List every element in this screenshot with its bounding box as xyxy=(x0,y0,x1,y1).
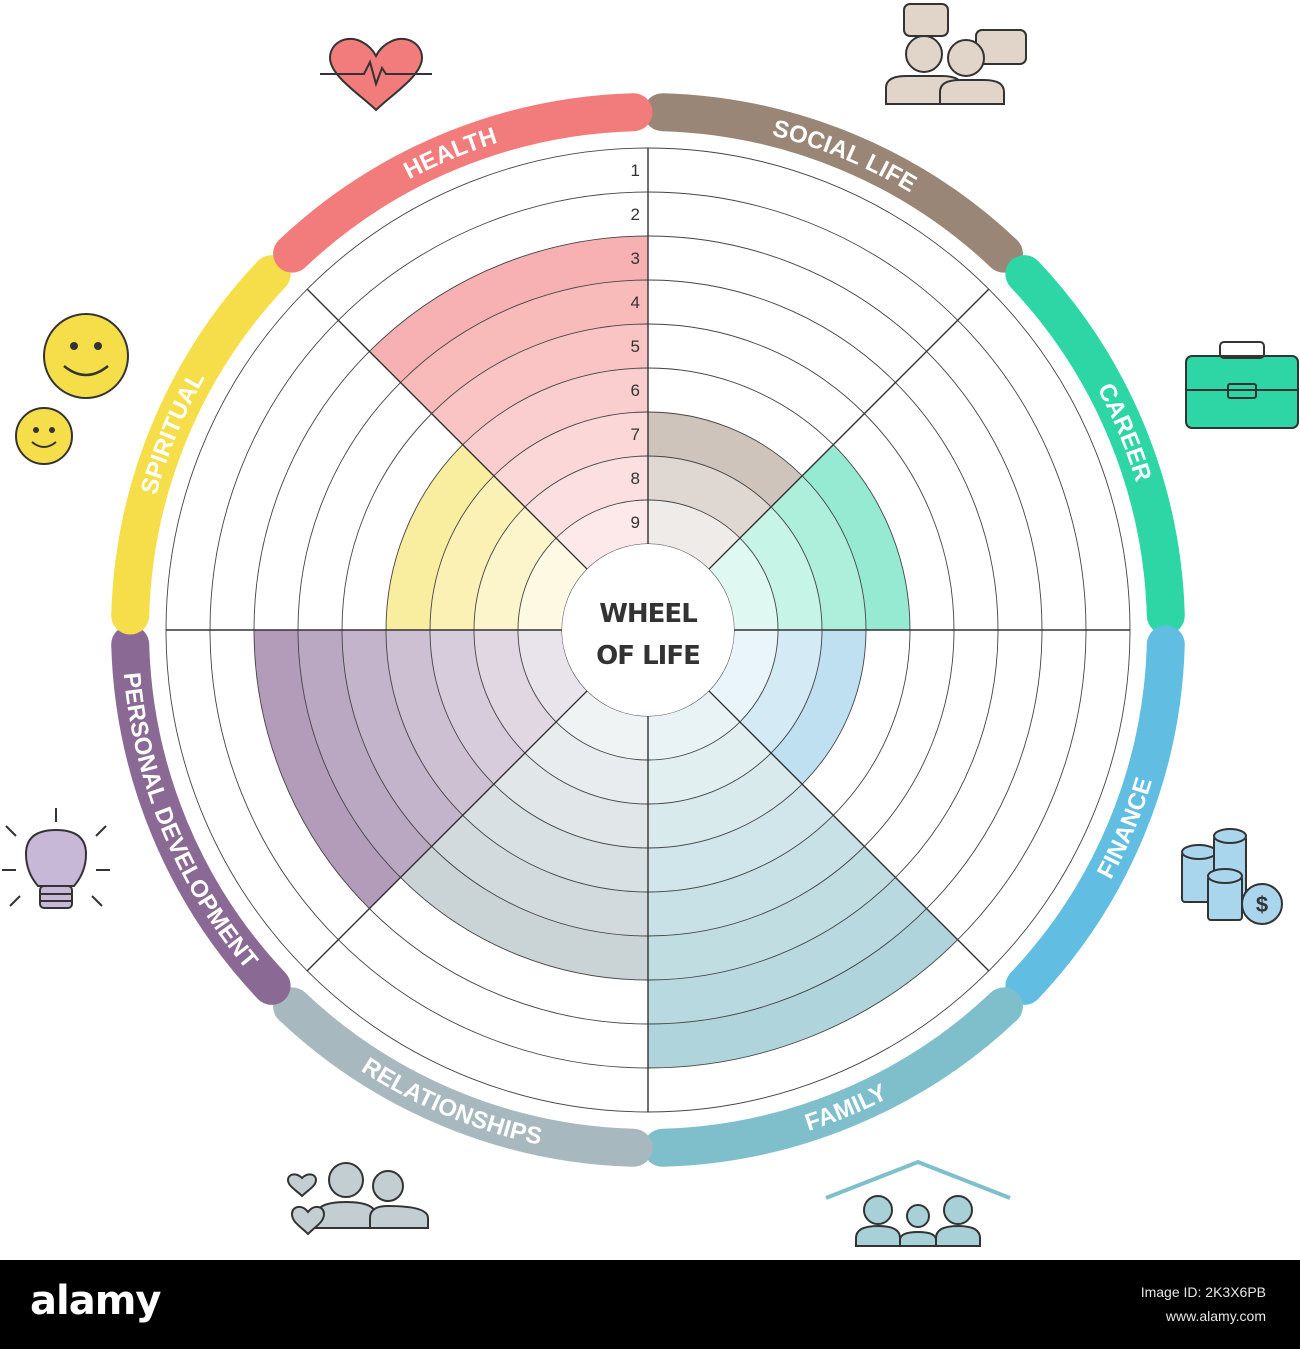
briefcase-icon xyxy=(1185,341,1299,429)
category-label-relationships: RELATIONSHIPS xyxy=(357,1053,545,1151)
scale-number: 7 xyxy=(631,425,640,444)
category-band-career[interactable] xyxy=(1005,255,1185,635)
segment-fill-social-life xyxy=(648,412,803,507)
stock-footer: alamy Image ID: 2K3X6PB www.alamy.com xyxy=(0,1260,1300,1349)
segment-fill-health xyxy=(462,368,648,476)
segment-fill-relationships xyxy=(493,753,648,848)
segment-fill-family xyxy=(648,846,896,980)
image-id: Image ID: 2K3X6PB xyxy=(1140,1284,1266,1300)
center-badge: WHEEL OF LIFE xyxy=(562,544,734,716)
segment-fill-social-life xyxy=(648,456,772,539)
segment-fill-family xyxy=(648,877,927,1024)
segment-fill-health xyxy=(400,280,648,414)
segment-fill-spiritual xyxy=(430,475,525,630)
category-band-finance[interactable] xyxy=(1005,625,1185,1005)
segment-fill-spiritual xyxy=(474,506,557,630)
scale-number: 9 xyxy=(631,513,640,532)
segment-fill-personal-development xyxy=(474,630,557,754)
segment-divider xyxy=(306,690,588,972)
segment-fill-personal-development xyxy=(430,630,525,785)
scale-number: 1 xyxy=(631,161,640,180)
segment-fills xyxy=(254,236,958,1068)
center-title-line2: OF LIFE xyxy=(596,641,700,671)
family-house-icon xyxy=(825,1159,1011,1247)
segment-fill-career xyxy=(708,538,778,630)
segment-divider xyxy=(306,288,588,570)
wheel-of-life-diagram: SOCIAL LIFECAREERFINANCEFAMILYRELATIONSH… xyxy=(2,3,1299,1247)
segment-fill-relationships xyxy=(400,846,648,980)
segment-fill-finance xyxy=(771,630,866,785)
category-band-personal-development[interactable] xyxy=(111,625,291,1005)
segment-fill-finance xyxy=(708,630,778,722)
segment-fill-family xyxy=(648,690,740,760)
site-url[interactable]: www.alamy.com xyxy=(1165,1308,1266,1324)
segment-fill-personal-development xyxy=(518,630,588,722)
category-band-social-life[interactable] xyxy=(643,93,1023,273)
segment-fill-personal-development xyxy=(342,630,463,847)
segment-fill-family xyxy=(648,753,803,848)
couple-hearts-icon xyxy=(286,1162,429,1236)
segment-fill-career xyxy=(771,475,866,630)
people-chat-icon xyxy=(885,3,1027,105)
segment-fill-health xyxy=(493,412,648,507)
category-band-relationships[interactable] xyxy=(273,987,653,1167)
scale-number: 3 xyxy=(631,249,640,268)
smiley-faces-icon xyxy=(15,313,129,465)
image-info: Image ID: 2K3X6PB www.alamy.com xyxy=(1141,1280,1266,1328)
scale-number: 5 xyxy=(631,337,640,356)
score-scale: 1 2 3 4 5 6 7 8 9 xyxy=(631,161,640,532)
segment-fill-career xyxy=(739,506,822,630)
segment-fill-family xyxy=(648,721,772,804)
segment-fill-family xyxy=(648,784,834,892)
category-band-spiritual[interactable] xyxy=(111,255,291,635)
segment-fill-health xyxy=(431,324,648,445)
segment-fill-social-life xyxy=(648,500,740,570)
segment-fill-career xyxy=(802,444,910,630)
segment-fill-personal-development xyxy=(254,630,401,909)
segment-fill-relationships xyxy=(556,690,648,760)
segment-fill-spiritual xyxy=(518,538,588,630)
segment-divider xyxy=(708,690,990,972)
light-bulb-icon xyxy=(2,808,110,909)
segment-fill-health xyxy=(556,500,648,570)
segment-fill-spiritual xyxy=(386,444,494,630)
segment-fill-health xyxy=(524,456,648,539)
brand-logo[interactable]: alamy xyxy=(30,1278,161,1324)
segment-fill-relationships xyxy=(431,815,648,936)
segment-fill-personal-development xyxy=(386,630,494,816)
scale-number: 6 xyxy=(631,381,640,400)
segment-dividers xyxy=(166,148,1130,1112)
svg-text:$: $ xyxy=(1256,892,1268,917)
segment-divider xyxy=(708,288,990,570)
segment-fill-relationships xyxy=(524,721,648,804)
scale-number: 2 xyxy=(631,205,640,224)
scale-number: 8 xyxy=(631,469,640,488)
coins-dollar-icon: $ xyxy=(1181,828,1283,925)
segment-fill-personal-development xyxy=(298,630,432,878)
segment-fill-relationships xyxy=(462,784,648,892)
category-band-family[interactable] xyxy=(643,987,1023,1167)
segment-fill-health xyxy=(369,236,648,383)
heart-pulse-icon xyxy=(320,37,432,112)
center-title-line1: WHEEL xyxy=(599,599,697,629)
segment-fill-family xyxy=(648,815,865,936)
category-band-health[interactable] xyxy=(273,93,653,273)
scale-number: 4 xyxy=(631,293,640,312)
segment-fill-finance xyxy=(739,630,822,754)
